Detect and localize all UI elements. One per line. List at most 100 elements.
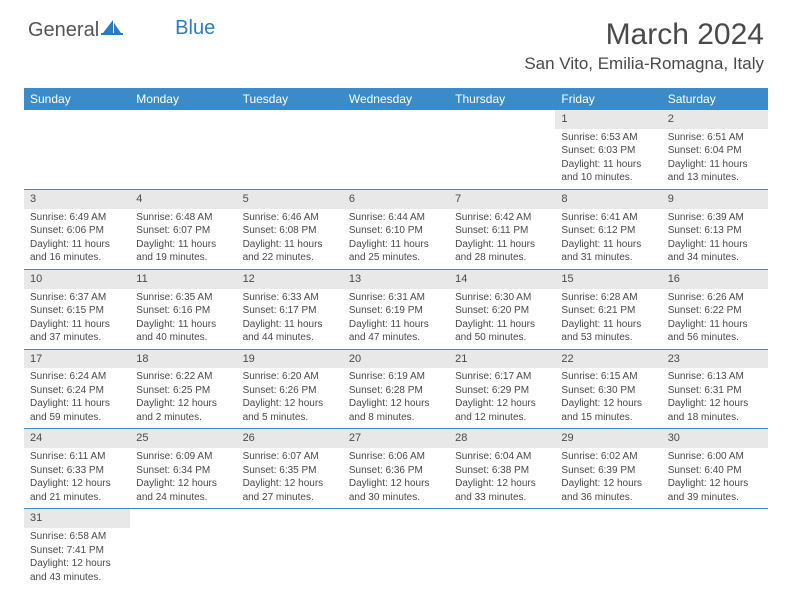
sunset-text: Sunset: 6:08 PM [243,224,337,238]
weekday-header: Friday [555,88,661,110]
weekday-header: Thursday [449,88,555,110]
sunrise-text: Sunrise: 6:49 AM [30,211,124,225]
calendar-day-cell: 18Sunrise: 6:22 AMSunset: 6:25 PMDayligh… [130,349,236,429]
day-number: 2 [662,110,768,129]
page-header: General Blue March 2024 San Vito, Emilia… [0,0,792,82]
daylight-text: Daylight: 12 hours and 39 minutes. [668,477,762,504]
day-number: 28 [449,429,555,448]
day-number: 19 [237,350,343,369]
sunset-text: Sunset: 6:20 PM [455,304,549,318]
daylight-text: Daylight: 11 hours and 47 minutes. [349,318,443,345]
sunset-text: Sunset: 6:34 PM [136,464,230,478]
day-number: 12 [237,270,343,289]
day-number: 13 [343,270,449,289]
day-content: Sunrise: 6:20 AMSunset: 6:26 PMDaylight:… [237,368,343,428]
day-content: Sunrise: 6:42 AMSunset: 6:11 PMDaylight:… [449,209,555,269]
sunset-text: Sunset: 6:22 PM [668,304,762,318]
sunrise-text: Sunrise: 6:42 AM [455,211,549,225]
daylight-text: Daylight: 11 hours and 22 minutes. [243,238,337,265]
calendar-day-cell: 23Sunrise: 6:13 AMSunset: 6:31 PMDayligh… [662,349,768,429]
sunset-text: Sunset: 6:06 PM [30,224,124,238]
sunrise-text: Sunrise: 6:02 AM [561,450,655,464]
day-content: Sunrise: 6:09 AMSunset: 6:34 PMDaylight:… [130,448,236,508]
calendar-week-row: 10Sunrise: 6:37 AMSunset: 6:15 PMDayligh… [24,269,768,349]
day-number: 5 [237,190,343,209]
daylight-text: Daylight: 11 hours and 10 minutes. [561,158,655,185]
day-content: Sunrise: 6:39 AMSunset: 6:13 PMDaylight:… [662,209,768,269]
day-number: 15 [555,270,661,289]
sunset-text: Sunset: 6:36 PM [349,464,443,478]
calendar-day-cell: 30Sunrise: 6:00 AMSunset: 6:40 PMDayligh… [662,429,768,509]
day-number: 17 [24,350,130,369]
day-number: 30 [662,429,768,448]
day-content: Sunrise: 6:04 AMSunset: 6:38 PMDaylight:… [449,448,555,508]
calendar-day-cell: 25Sunrise: 6:09 AMSunset: 6:34 PMDayligh… [130,429,236,509]
daylight-text: Daylight: 11 hours and 59 minutes. [30,397,124,424]
sunset-text: Sunset: 6:04 PM [668,144,762,158]
day-number: 7 [449,190,555,209]
day-number: 21 [449,350,555,369]
sunset-text: Sunset: 6:28 PM [349,384,443,398]
sunrise-text: Sunrise: 6:41 AM [561,211,655,225]
sail-icon [101,18,123,42]
sunset-text: Sunset: 6:11 PM [455,224,549,238]
calendar-day-cell: 1Sunrise: 6:53 AMSunset: 6:03 PMDaylight… [555,110,661,189]
sunrise-text: Sunrise: 6:26 AM [668,291,762,305]
logo-text-2: Blue [175,17,215,40]
sunset-text: Sunset: 6:25 PM [136,384,230,398]
sunset-text: Sunset: 6:13 PM [668,224,762,238]
sunrise-text: Sunrise: 6:28 AM [561,291,655,305]
day-content: Sunrise: 6:53 AMSunset: 6:03 PMDaylight:… [555,129,661,189]
day-number: 31 [24,509,130,528]
sunrise-text: Sunrise: 6:17 AM [455,370,549,384]
calendar-empty-cell [555,509,661,588]
day-content: Sunrise: 6:44 AMSunset: 6:10 PMDaylight:… [343,209,449,269]
sunrise-text: Sunrise: 6:48 AM [136,211,230,225]
calendar-day-cell: 7Sunrise: 6:42 AMSunset: 6:11 PMDaylight… [449,189,555,269]
sunset-text: Sunset: 6:35 PM [243,464,337,478]
day-content: Sunrise: 6:31 AMSunset: 6:19 PMDaylight:… [343,289,449,349]
weekday-header: Sunday [24,88,130,110]
day-number: 20 [343,350,449,369]
calendar-day-cell: 31Sunrise: 6:58 AMSunset: 7:41 PMDayligh… [24,509,130,588]
day-content: Sunrise: 6:11 AMSunset: 6:33 PMDaylight:… [24,448,130,508]
daylight-text: Daylight: 12 hours and 27 minutes. [243,477,337,504]
day-content: Sunrise: 6:17 AMSunset: 6:29 PMDaylight:… [449,368,555,428]
weekday-header: Wednesday [343,88,449,110]
sunset-text: Sunset: 6:38 PM [455,464,549,478]
daylight-text: Daylight: 11 hours and 44 minutes. [243,318,337,345]
sunset-text: Sunset: 6:39 PM [561,464,655,478]
calendar-body: 1Sunrise: 6:53 AMSunset: 6:03 PMDaylight… [24,110,768,588]
sunset-text: Sunset: 6:24 PM [30,384,124,398]
sunset-text: Sunset: 6:26 PM [243,384,337,398]
sunrise-text: Sunrise: 6:53 AM [561,131,655,145]
weekday-header: Tuesday [237,88,343,110]
weekday-header: Saturday [662,88,768,110]
day-content: Sunrise: 6:49 AMSunset: 6:06 PMDaylight:… [24,209,130,269]
day-number: 29 [555,429,661,448]
calendar-head: SundayMondayTuesdayWednesdayThursdayFrid… [24,88,768,110]
calendar-day-cell: 20Sunrise: 6:19 AMSunset: 6:28 PMDayligh… [343,349,449,429]
sunrise-text: Sunrise: 6:35 AM [136,291,230,305]
sunrise-text: Sunrise: 6:51 AM [668,131,762,145]
day-content: Sunrise: 6:51 AMSunset: 6:04 PMDaylight:… [662,129,768,189]
day-content: Sunrise: 6:30 AMSunset: 6:20 PMDaylight:… [449,289,555,349]
day-number: 27 [343,429,449,448]
daylight-text: Daylight: 11 hours and 19 minutes. [136,238,230,265]
day-number: 24 [24,429,130,448]
calendar-day-cell: 27Sunrise: 6:06 AMSunset: 6:36 PMDayligh… [343,429,449,509]
calendar-empty-cell [449,110,555,189]
calendar-week-row: 3Sunrise: 6:49 AMSunset: 6:06 PMDaylight… [24,189,768,269]
calendar-day-cell: 21Sunrise: 6:17 AMSunset: 6:29 PMDayligh… [449,349,555,429]
sunset-text: Sunset: 6:21 PM [561,304,655,318]
daylight-text: Daylight: 11 hours and 56 minutes. [668,318,762,345]
sunset-text: Sunset: 6:16 PM [136,304,230,318]
calendar-day-cell: 28Sunrise: 6:04 AMSunset: 6:38 PMDayligh… [449,429,555,509]
day-number: 25 [130,429,236,448]
sunset-text: Sunset: 6:17 PM [243,304,337,318]
calendar-day-cell: 19Sunrise: 6:20 AMSunset: 6:26 PMDayligh… [237,349,343,429]
calendar-empty-cell [343,110,449,189]
calendar-week-row: 31Sunrise: 6:58 AMSunset: 7:41 PMDayligh… [24,509,768,588]
day-content: Sunrise: 6:19 AMSunset: 6:28 PMDaylight:… [343,368,449,428]
sunrise-text: Sunrise: 6:00 AM [668,450,762,464]
